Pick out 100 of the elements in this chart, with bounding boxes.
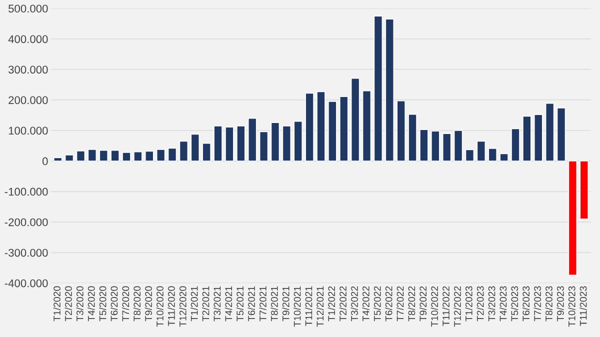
bar (580, 160, 589, 220)
bar (534, 114, 543, 162)
bar (339, 96, 348, 162)
x-tick-label: T3/2023 (488, 286, 496, 322)
bar (236, 125, 246, 162)
x-tick-label: T3/2022 (350, 286, 358, 322)
bar (110, 150, 120, 162)
bar (408, 114, 417, 162)
bar (225, 126, 234, 162)
bar (362, 90, 372, 162)
x-tick-label: T4/2020 (88, 286, 95, 322)
x-tick-label: T12/2022 (454, 286, 461, 327)
bar (259, 131, 268, 162)
bar (316, 91, 326, 162)
bar (248, 118, 257, 162)
x-tick-label: T8/2021 (270, 286, 278, 322)
x-tick-label: T6/2021 (248, 286, 255, 322)
bar (270, 122, 280, 162)
bar (282, 125, 292, 162)
bar (430, 130, 440, 162)
bar (545, 102, 554, 162)
x-tick-label: T5/2021 (236, 286, 244, 322)
x-tick-label: T7/2023 (534, 286, 541, 322)
x-tick-label: T5/2023 (510, 286, 518, 322)
x-tick-label: T8/2022 (408, 286, 416, 322)
bar (454, 130, 463, 162)
bar (396, 100, 406, 162)
y-tick-label: 100.000 (8, 126, 48, 135)
bar (476, 140, 486, 162)
bar (190, 134, 200, 162)
x-tick-label: T10/2023 (568, 286, 576, 327)
bar (144, 150, 154, 162)
x-tick-label: T8/2020 (133, 286, 141, 322)
x-tick-label: T10/2020 (156, 286, 164, 327)
x-tick-label: T7/2022 (396, 286, 404, 322)
y-tick-label: 500.000 (8, 4, 48, 13)
y-tick-label: 200.000 (8, 96, 48, 104)
x-tick-label: T4/2023 (500, 286, 507, 322)
bar (179, 140, 188, 162)
x-tick-label: T6/2022 (385, 286, 392, 322)
x-tick-label: T9/2023 (556, 286, 564, 322)
bar (328, 101, 337, 162)
y-tick-label: -300.000 (4, 248, 48, 257)
x-tick-label: T10/2021 (294, 286, 301, 327)
bar (294, 120, 303, 162)
x-tick-label: T11/2022 (442, 286, 450, 326)
x-tick-label: T2/2020 (64, 286, 72, 322)
y-tick-label: -400.000 (4, 279, 48, 288)
bar (202, 142, 212, 162)
x-tick-label: T6/2020 (110, 286, 118, 322)
x-tick-label: T4/2021 (224, 286, 232, 322)
x-tick-label: T1/2023 (465, 286, 472, 322)
bar (522, 116, 532, 162)
x-tick-label: T2/2021 (202, 286, 210, 322)
y-tick-label: 400.000 (8, 35, 48, 44)
x-tick-label: T4/2022 (362, 286, 370, 322)
y-tick-label: -100.000 (4, 188, 48, 196)
x-tick-label: T9/2022 (419, 286, 427, 322)
x-tick-label: T12/2020 (179, 286, 186, 327)
bar (465, 149, 474, 162)
bar (168, 148, 177, 162)
bar (53, 157, 62, 162)
x-tick-label: T2/2022 (339, 286, 346, 322)
x-tick-label: T9/2020 (144, 286, 152, 322)
x-tick-label: T6/2023 (522, 286, 530, 322)
bar (88, 148, 97, 162)
x-tick-label: T1/2021 (190, 286, 198, 322)
x-tick-label: T7/2020 (122, 286, 130, 322)
x-tick-label: T11/2020 (168, 286, 175, 326)
x-tick-label: T10/2022 (430, 286, 438, 327)
bar (420, 129, 428, 162)
bar (350, 78, 360, 162)
x-tick-label: T3/2021 (214, 286, 221, 322)
bar (488, 148, 498, 162)
x-tick-label: T3/2020 (76, 286, 84, 322)
bar (374, 16, 383, 162)
bar (385, 18, 394, 162)
bar (214, 125, 222, 162)
x-tick-label: T11/2023 (580, 286, 587, 326)
x-tick-label: T1/2020 (53, 286, 60, 322)
bar (122, 152, 131, 162)
x-tick-label: T9/2021 (282, 286, 290, 322)
y-tick-label: 300.000 (8, 66, 48, 74)
bar (76, 150, 86, 162)
x-tick-label: T1/2022 (328, 286, 336, 322)
x-tick-label: T12/2021 (316, 286, 324, 327)
x-tick-label: T5/2020 (99, 286, 106, 322)
x-tick-label: T2/2023 (476, 286, 484, 322)
bar (511, 128, 520, 162)
bar (134, 151, 142, 162)
x-tick-label: T7/2021 (259, 286, 266, 322)
x-tick-label: T11/2021 (305, 286, 312, 326)
x-tick-label: T5/2022 (374, 286, 381, 322)
bar (568, 160, 578, 276)
bar (556, 107, 566, 162)
x-tick-label: T8/2023 (545, 286, 552, 322)
bar (442, 133, 452, 162)
bar (500, 153, 508, 162)
bar (156, 148, 166, 162)
bar (64, 154, 74, 162)
